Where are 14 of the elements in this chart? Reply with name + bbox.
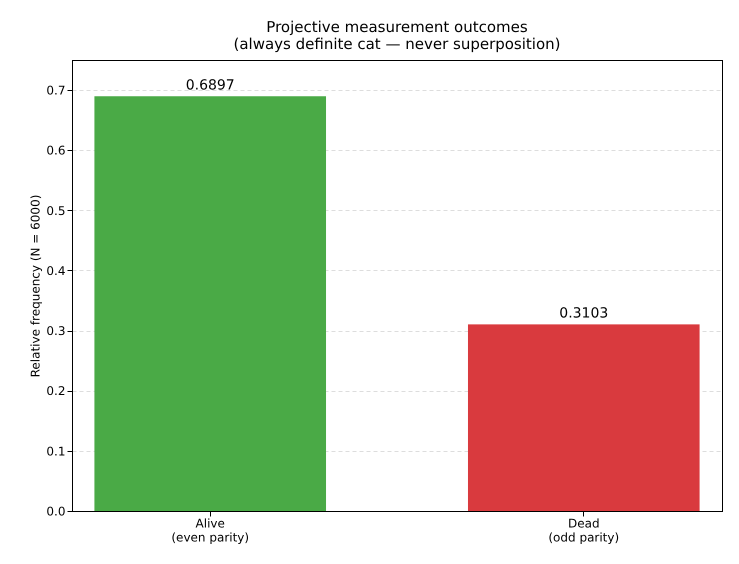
y-tick-label: 0.5 [46, 204, 66, 218]
y-axis-title: Relative frequency (N = 6000) [28, 194, 42, 378]
y-tick-label: 0.0 [46, 504, 66, 518]
data-label: 0.3103 [559, 305, 608, 322]
y-tick-label: 0.7 [46, 84, 66, 98]
y-tick-label: 0.3 [46, 324, 66, 338]
x-tick-label: Dead (odd parity) [548, 516, 620, 544]
y-tick-label: 0.2 [46, 384, 66, 398]
y-tick-label: 0.4 [46, 264, 66, 278]
data-label: 0.6897 [186, 77, 235, 94]
y-tick-label: 0.6 [46, 144, 66, 158]
x-tick-label: Alive (even parity) [171, 516, 250, 544]
y-tick-label: 0.1 [46, 444, 66, 458]
chart-title: Projective measurement outcomes (always definite cat — never superposition) [233, 18, 561, 53]
